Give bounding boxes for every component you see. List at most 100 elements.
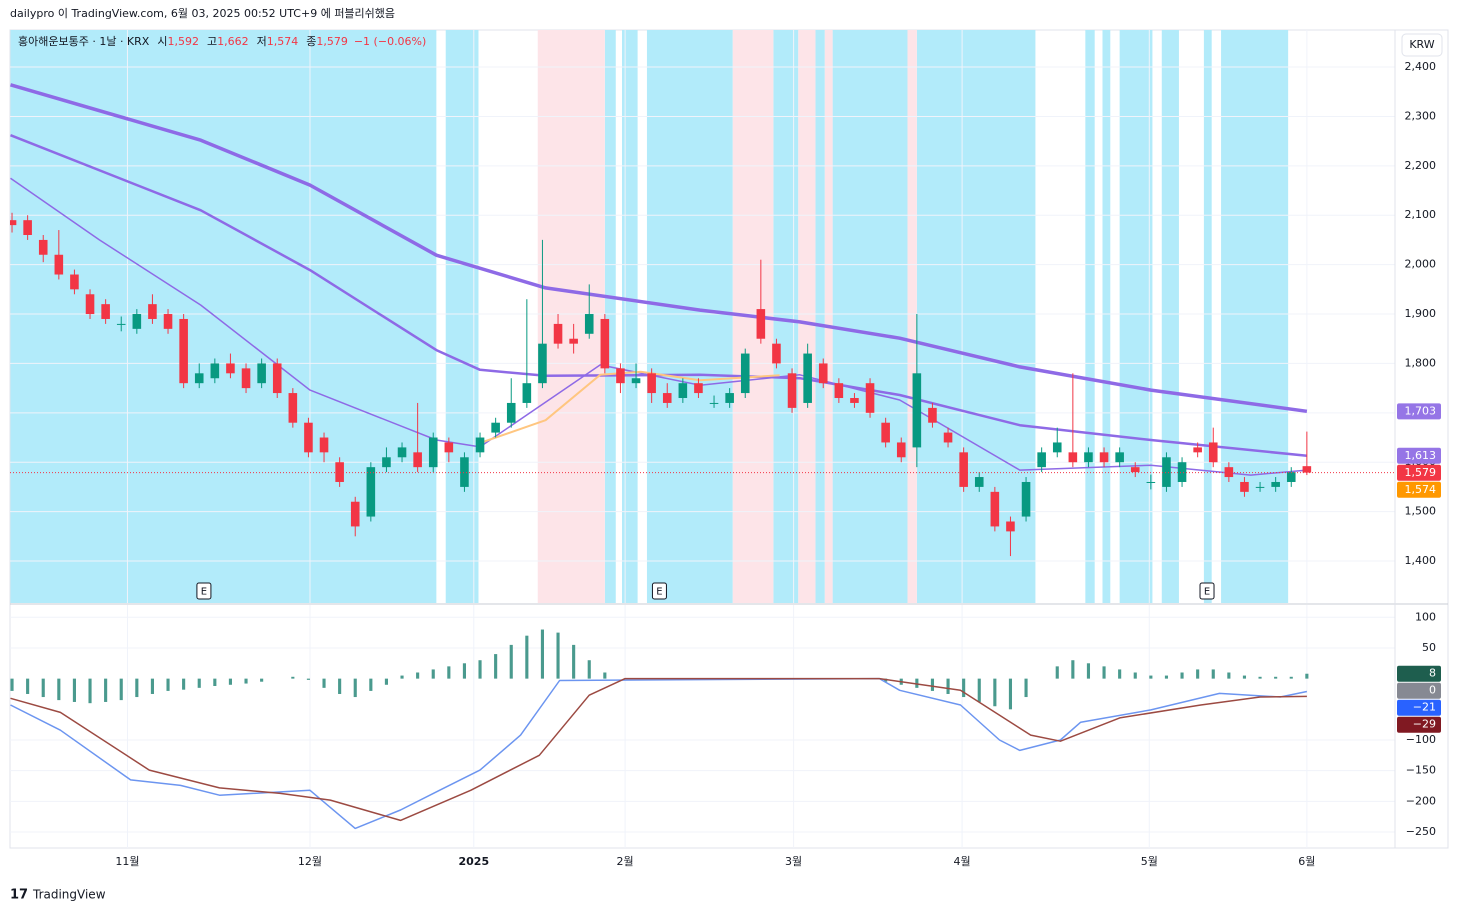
- price-badge: [1397, 699, 1441, 716]
- candle-body: [132, 314, 142, 329]
- candle-body: [803, 353, 812, 403]
- candle-body: [928, 407, 937, 423]
- candle-body: [1115, 452, 1124, 463]
- candle-body: [319, 437, 329, 453]
- x-tick-label: 3월: [785, 855, 802, 868]
- x-tick-label: 2월: [617, 855, 634, 868]
- y-tick-label: 2,000: [1405, 258, 1437, 271]
- histogram-bar: [494, 654, 498, 679]
- legend-change: −1 (−0.06%): [354, 35, 426, 48]
- candle-body: [865, 383, 875, 413]
- candle-body: [428, 437, 438, 468]
- histogram-bar: [962, 678, 966, 698]
- signal-region: [1221, 30, 1289, 603]
- candle-body: [709, 402, 719, 404]
- histogram-bar: [1118, 669, 1122, 679]
- signal-region: [773, 30, 799, 603]
- histogram-bar: [306, 678, 310, 680]
- candle-body: [335, 462, 344, 482]
- histogram-bar: [1289, 676, 1293, 679]
- histogram-bar: [1071, 660, 1075, 679]
- histogram-bar: [1274, 676, 1278, 679]
- legend-field-label: 저: [257, 35, 267, 48]
- histogram-bar: [369, 678, 373, 691]
- histogram-bar: [197, 678, 201, 688]
- histogram-bar: [431, 669, 435, 679]
- candle-body: [896, 442, 906, 458]
- legend-field-value: 1,574: [267, 35, 299, 48]
- signal-region: [798, 30, 816, 603]
- histogram-bar: [572, 644, 576, 679]
- candle-body: [413, 452, 422, 468]
- legend: 홍아해운보통주 · 1날 · KRX 시1,592 고1,662 저1,574 종1,5…: [18, 34, 426, 48]
- histogram-bar: [977, 678, 981, 702]
- candle-body: [1130, 467, 1140, 473]
- signal-region: [1102, 30, 1111, 603]
- histogram-bar: [1196, 669, 1200, 679]
- histogram-bar: [322, 678, 326, 688]
- signal-region: [646, 30, 733, 603]
- histogram-bar: [244, 678, 248, 684]
- candle-body: [101, 304, 110, 319]
- histogram-bar: [1227, 672, 1231, 679]
- candle-body: [881, 422, 890, 443]
- histogram-bar: [1164, 675, 1169, 679]
- candle-body: [818, 363, 828, 384]
- earnings-label: E: [1204, 587, 1210, 598]
- candle-body: [366, 467, 376, 517]
- candle-body: [584, 314, 594, 334]
- price-badge: [1397, 481, 1441, 498]
- currency-button[interactable]: [1401, 33, 1443, 57]
- candle-body: [662, 393, 672, 403]
- plot-area: [10, 605, 1395, 848]
- candle-body: [569, 338, 578, 344]
- signal-region: [832, 30, 908, 603]
- price-badge-label: 1,579: [1405, 466, 1437, 479]
- legend-field-label: 시: [157, 35, 167, 48]
- candle-body: [444, 442, 454, 453]
- candle-body: [1286, 472, 1296, 482]
- histogram-bar: [400, 675, 404, 679]
- earnings-marker: [196, 582, 212, 600]
- x-tick-label: 12월: [298, 855, 322, 868]
- signal-region: [1203, 30, 1212, 603]
- histogram-bar: [556, 632, 560, 679]
- candle-body: [740, 353, 750, 394]
- candle-body: [70, 274, 79, 290]
- candle-body: [1146, 481, 1156, 483]
- candle-body: [1255, 486, 1265, 488]
- signal-region: [622, 30, 638, 603]
- y-tick-label: 1,500: [1405, 505, 1437, 518]
- candle-body: [647, 373, 656, 394]
- candle-body: [850, 398, 859, 403]
- candle-body: [179, 318, 188, 384]
- candle-body: [475, 437, 485, 453]
- candle-body: [382, 457, 391, 468]
- candle-body: [54, 254, 64, 275]
- histogram-bar: [72, 678, 76, 702]
- candle-body: [1302, 466, 1312, 473]
- panel: 1,4001,5001,6001,7001,8001,9002,0002,100…: [10, 30, 1441, 868]
- histogram-bar: [478, 660, 482, 679]
- candle-body: [631, 378, 641, 384]
- signal-region: [1119, 30, 1153, 603]
- histogram-bar: [104, 678, 108, 702]
- price-badge-label: −29: [1413, 718, 1436, 731]
- price-badge-label: 1,703: [1405, 404, 1437, 417]
- candle-body: [912, 373, 922, 448]
- candle-body: [1240, 481, 1249, 492]
- y-tick-label: 2,200: [1405, 159, 1437, 172]
- price-badge-label: 1,613: [1405, 449, 1437, 462]
- histogram-bar: [1211, 669, 1215, 679]
- price-badge-label: 0: [1429, 684, 1436, 697]
- x-tick-label: 6월: [1298, 855, 1315, 868]
- candle-body: [241, 368, 251, 389]
- histogram-bar: [1149, 675, 1153, 679]
- histogram-bar: [1180, 672, 1184, 679]
- candle-body: [522, 383, 532, 403]
- candle-body: [1177, 462, 1187, 482]
- y-tick-label: 2,400: [1405, 60, 1437, 73]
- signal-region: [1085, 30, 1095, 603]
- histogram-bar: [150, 678, 154, 694]
